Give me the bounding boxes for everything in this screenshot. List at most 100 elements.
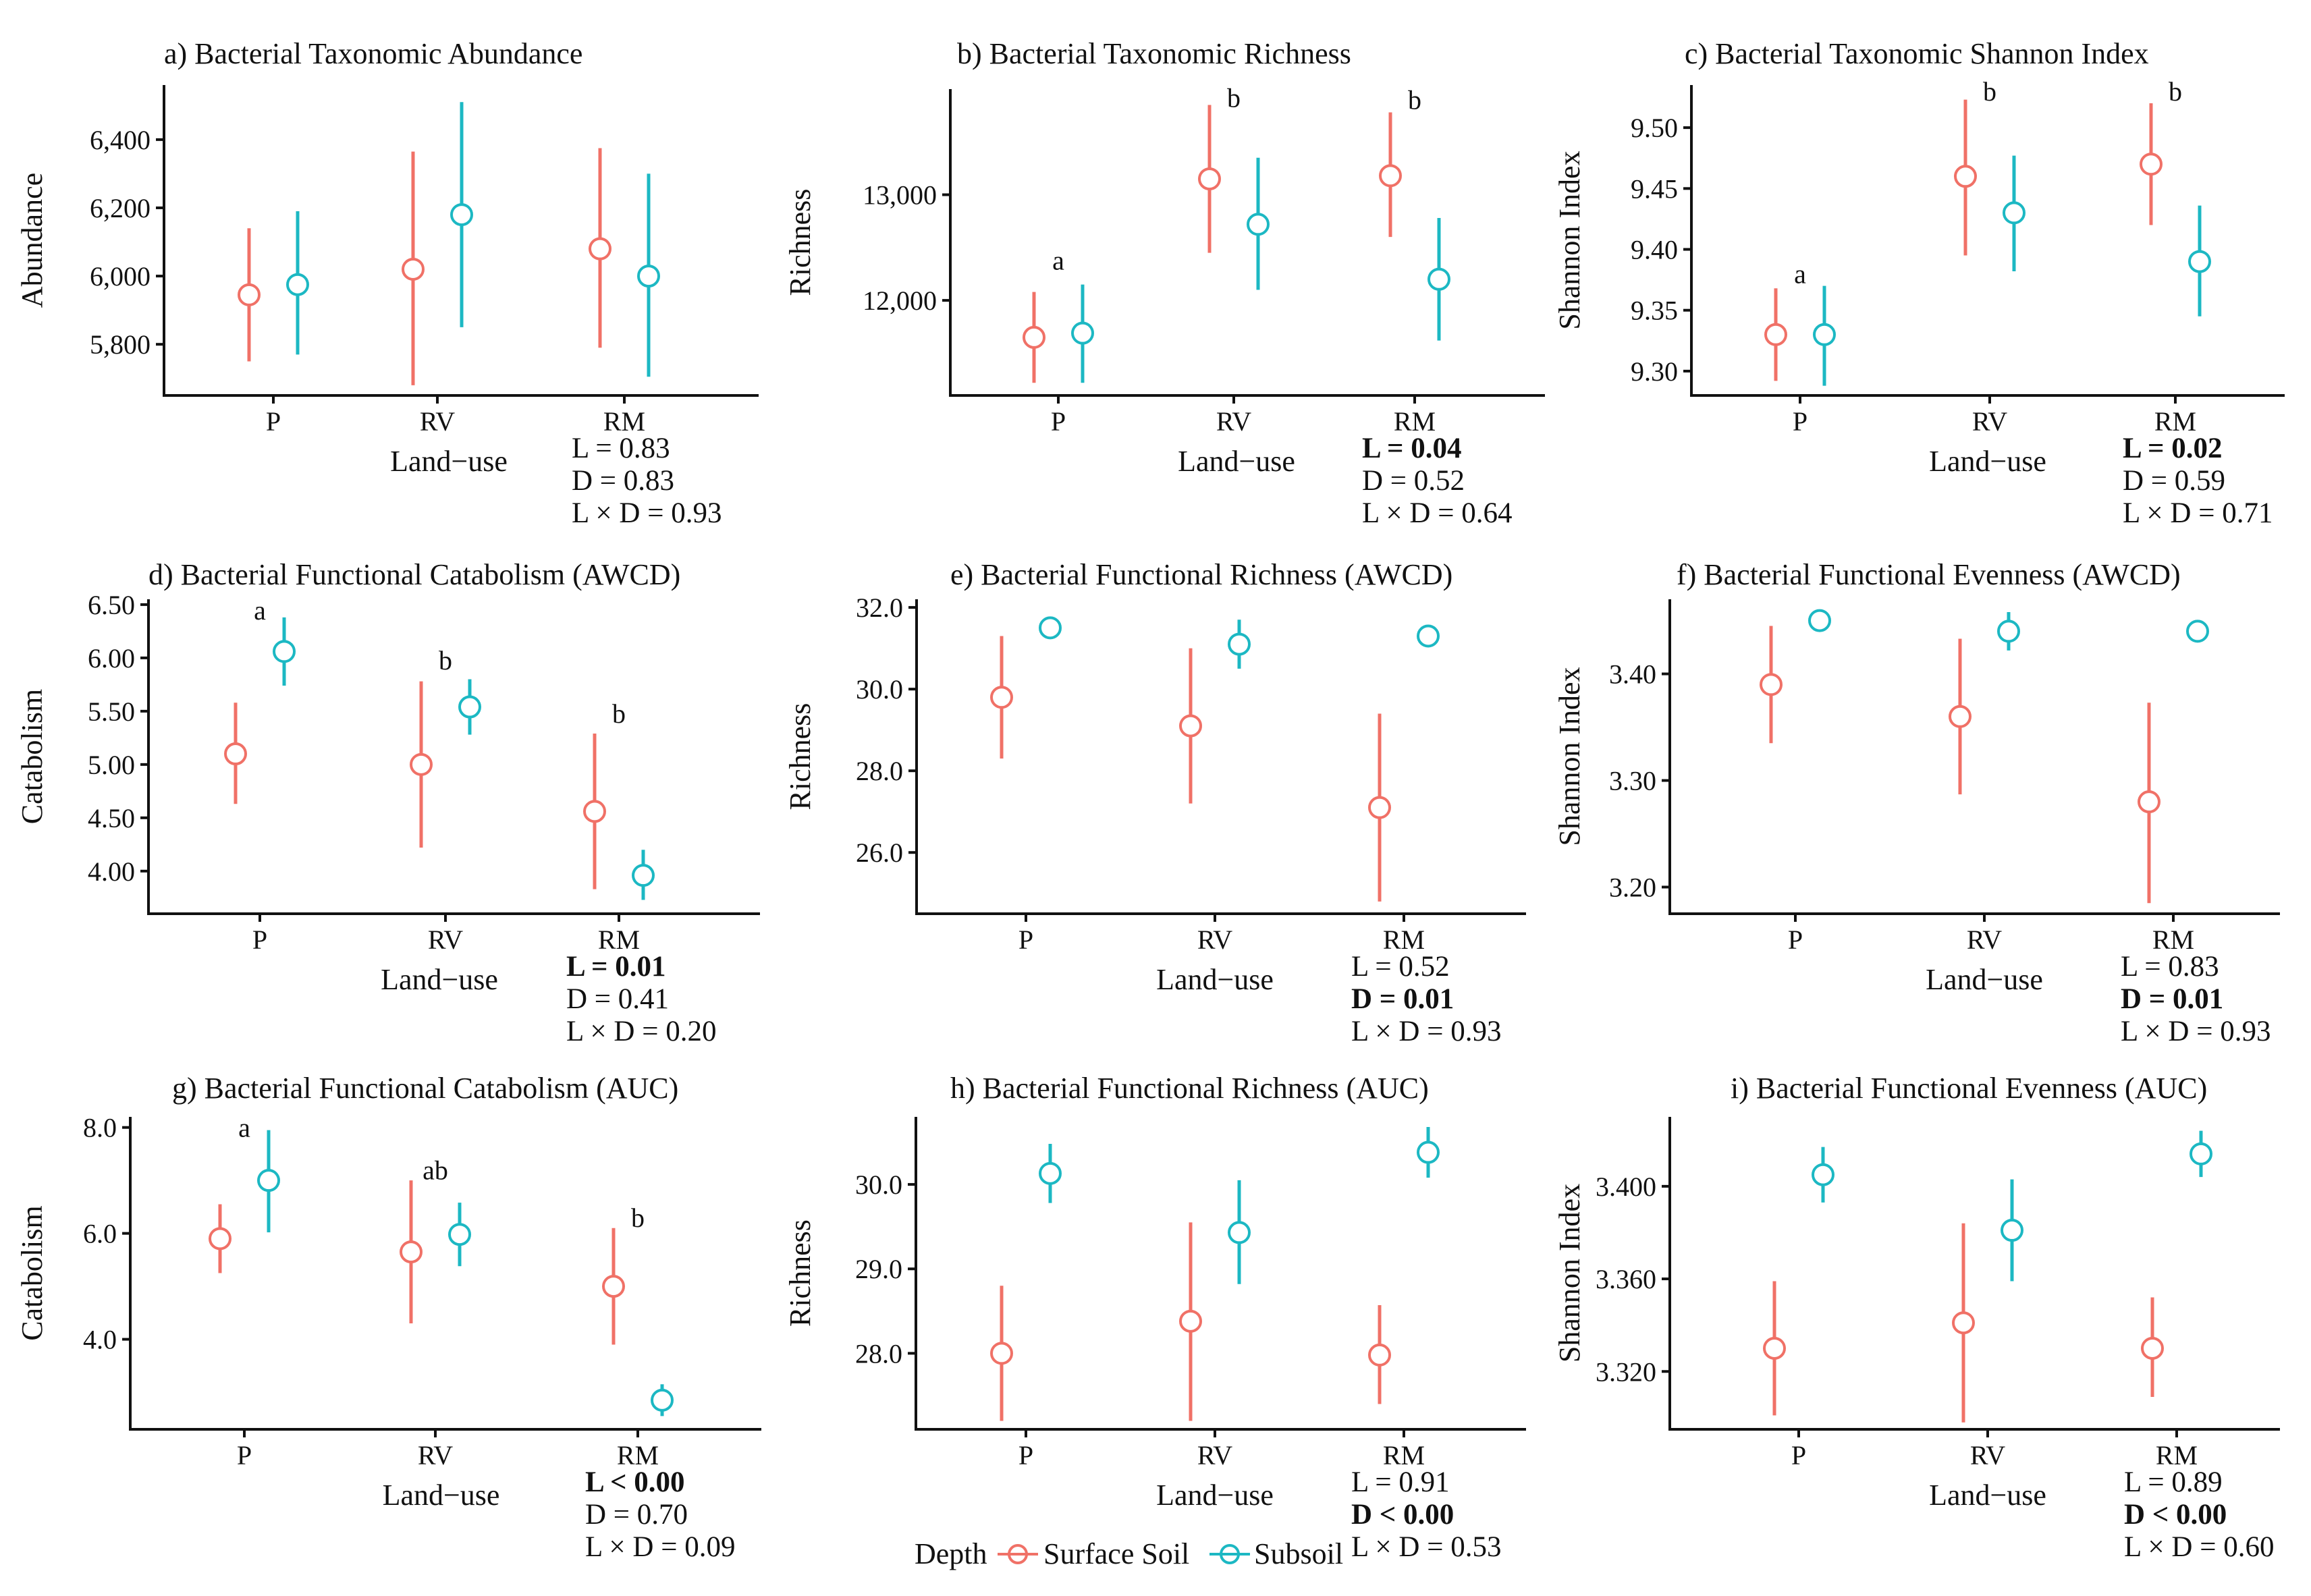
x-tick-label: P [266,406,281,437]
mean-point-subsoil-p [1813,323,1836,346]
mean-point-surface-p [224,742,247,766]
y-tick-label: 28.0 [856,756,903,786]
stat-line: D = 0.59 [2123,465,2225,497]
y-tick-label: 29.0 [855,1254,902,1284]
x-tick-label: P [1791,1440,1806,1470]
mean-point-surface-rm [2140,153,2163,176]
mean-point-surface-p [209,1227,232,1250]
y-tick-label: 3.30 [1609,766,1656,796]
mean-point-surface-rm [602,1275,625,1298]
mean-point-surface-rm [1368,1343,1391,1367]
panel-a: a) Bacterial Taxonomic Abundance 5,800 6,0… [16,37,759,529]
mean-point-subsoil-rv [448,1223,471,1246]
significance-letter: ab [423,1155,448,1185]
mean-point-subsoil-rm [2186,620,2209,643]
y-tick-label: 6,000 [90,261,151,292]
panel-title: f) Bacterial Functional Evenness (AWCD) [1677,558,2181,591]
y-tick-label: 9.45 [1631,173,1678,204]
x-tick-label: RM [598,925,640,955]
stat-line: L = 0.02 [2123,433,2223,464]
legend-surface-label: Surface Soil [1043,1537,1189,1570]
y-tick-label: 13,000 [863,180,937,211]
stat-line: D = 0.70 [585,1499,688,1531]
y-axis-label: Shannon Index [1553,150,1586,329]
stat-line: D < 0.00 [1351,1499,1454,1531]
stat-line: L × D = 0.64 [1362,497,1512,529]
stat-line: D < 0.00 [2124,1499,2227,1531]
y-axis-label: Shannon Index [1553,667,1586,846]
stat-line: L < 0.00 [585,1466,685,1498]
legend-title: Depth [915,1537,987,1570]
x-tick-label: RV [1216,406,1251,437]
significance-letter: b [612,698,626,729]
stat-line: L × D = 0.71 [2123,497,2273,529]
mean-point-subsoil-rm [632,864,655,887]
panel-title: a) Bacterial Taxonomic Abundance [164,37,582,70]
x-tick-label: RV [420,406,455,437]
significance-letter: b [1408,85,1421,115]
x-tick-label: RM [1383,1440,1425,1470]
y-axis-label: Richness [784,1219,817,1327]
panel-e: e) Bacterial Functional Richness (AWCD) 2… [784,558,1526,1047]
legend: Depth Surface Soil Subsoil [915,1537,1343,1570]
x-axis-label: Land−use [383,1479,500,1512]
y-tick-label: 30.0 [855,1170,902,1200]
mean-point-surface-p [990,1342,1013,1365]
mean-point-subsoil-rm [651,1388,674,1412]
panel-h: h) Bacterial Functional Richness (AUC) 28… [784,1072,1526,1563]
y-tick-label: 6,200 [90,193,151,223]
x-tick-label: P [1018,925,1033,955]
y-tick-label: 6.00 [88,643,135,673]
stat-line: L × D = 0.93 [2121,1016,2271,1047]
x-tick-label: RV [1967,925,2002,955]
y-axis-label: Catabolism [16,1205,49,1340]
x-tick-label: P [252,925,267,955]
mean-point-subsoil-rv [1228,1221,1251,1244]
x-tick-label: RM [1394,406,1436,437]
x-tick-label: RV [1970,1440,2005,1470]
significance-letter: a [1794,259,1806,290]
y-tick-label: 5.50 [88,696,135,727]
y-tick-label: 4.0 [83,1325,117,1355]
stat-line: L × D = 0.93 [1351,1016,1501,1047]
y-tick-label: 9.30 [1631,356,1678,387]
mean-point-subsoil-rm [637,265,660,288]
panel-d: d) Bacterial Functional Catabolism (AWCD… [16,558,760,1047]
mean-point-subsoil-rv [450,203,473,227]
legend-subsoil-label: Subsoil [1254,1537,1343,1570]
mean-point-subsoil-p [1071,321,1094,345]
y-tick-label: 12,000 [863,285,937,316]
mean-point-subsoil-rv [2003,201,2025,225]
panels-group: a) Bacterial Taxonomic Abundance 5,800 6,0… [16,37,2285,1563]
y-tick-label: 6.0 [83,1219,117,1249]
y-axis-label: Abundance [16,173,49,308]
x-tick-label: RV [418,1440,453,1470]
y-tick-label: 3.20 [1609,873,1656,903]
stat-line: D = 0.52 [1362,465,1465,497]
mean-point-subsoil-rv [1228,632,1251,656]
stat-line: D = 0.41 [566,983,669,1015]
mean-point-subsoil-rm [2190,1142,2212,1165]
mean-point-surface-p [1760,673,1783,696]
mean-point-surface-rv [1179,714,1202,738]
y-tick-label: 5,800 [90,329,151,360]
mean-point-surface-p [990,686,1013,709]
mean-point-subsoil-p [286,273,309,296]
stat-line: L = 0.52 [1351,951,1450,983]
x-axis-label: Land−use [1178,445,1295,478]
panel-b: b) Bacterial Taxonomic Richness 12,000 13,… [784,37,1545,529]
stat-line: L = 0.83 [2121,951,2219,983]
x-axis-label: Land−use [1929,445,2046,478]
mean-point-subsoil-rv [2001,1219,2023,1242]
y-tick-label: 3.360 [1596,1264,1656,1294]
stat-line: L = 0.83 [572,433,670,464]
x-tick-label: RM [2152,925,2194,955]
mean-point-subsoil-rm [2188,250,2211,273]
panel-title: e) Bacterial Functional Richness (AWCD) [950,558,1452,591]
mean-point-subsoil-rm [1417,1140,1440,1164]
x-axis-label: Land−use [1156,1479,1274,1512]
stat-line: L × D = 0.60 [2124,1531,2274,1563]
x-tick-label: RV [1197,925,1232,955]
y-tick-label: 30.0 [856,674,903,705]
mean-point-subsoil-p [257,1169,280,1192]
